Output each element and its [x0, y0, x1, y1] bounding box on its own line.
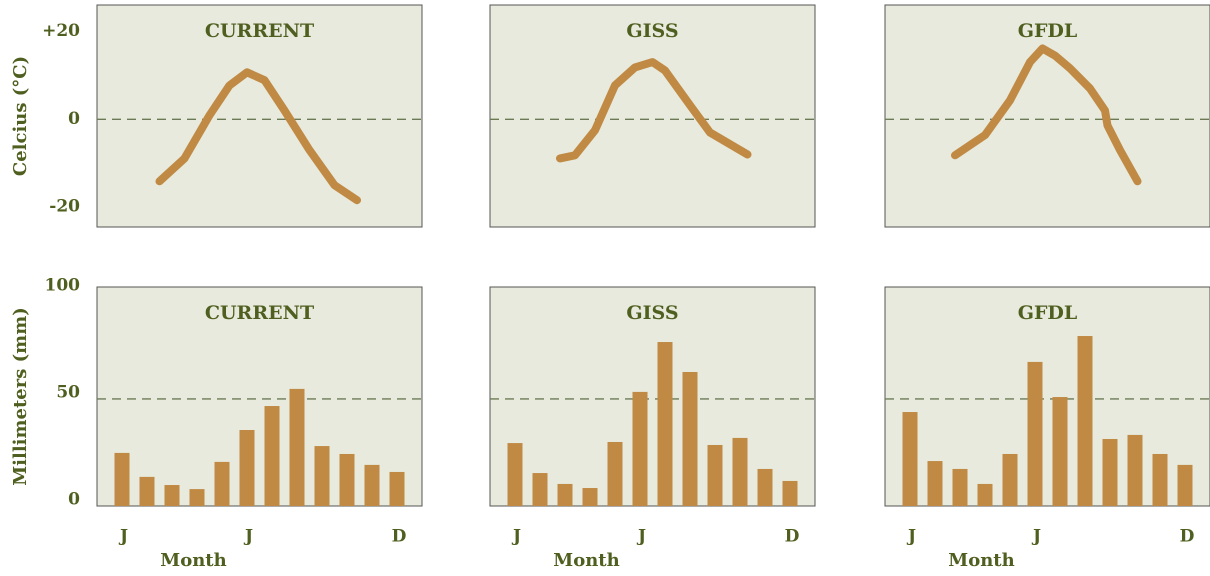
- bar: [657, 342, 673, 506]
- x-axis-label: Month: [553, 550, 619, 571]
- bar: [339, 453, 355, 506]
- y-tick-label: 0: [68, 109, 80, 129]
- bar: [1027, 361, 1043, 506]
- x-tick-label: J: [1031, 527, 1041, 547]
- bar: [389, 471, 405, 506]
- y-tick-label: 50: [56, 382, 80, 402]
- bar: [632, 391, 648, 506]
- bar: [364, 464, 380, 506]
- bar: [1102, 438, 1118, 506]
- x-tick-label: D: [1180, 527, 1195, 547]
- panel: [96, 4, 423, 228]
- panel: [489, 4, 816, 228]
- bar: [189, 489, 205, 506]
- bar: [264, 406, 280, 506]
- bar: [757, 468, 773, 506]
- x-tick-label: D: [392, 527, 407, 547]
- bar: [239, 430, 255, 506]
- bar: [139, 476, 155, 506]
- bar: [902, 412, 918, 506]
- bar: [607, 441, 623, 506]
- panel-title: GISS: [626, 20, 678, 42]
- bar: [289, 388, 305, 506]
- bar: [952, 468, 968, 506]
- y-tick-label: +20: [42, 21, 80, 41]
- bar: [214, 461, 230, 506]
- bar: [682, 371, 698, 506]
- bar: [782, 480, 798, 506]
- x-tick-label: D: [785, 527, 800, 547]
- x-tick-label: J: [511, 527, 521, 547]
- bar: [1127, 434, 1143, 506]
- bar: [314, 446, 330, 506]
- y-tick-label: 100: [45, 275, 81, 295]
- bar: [557, 483, 573, 506]
- bar: [1052, 397, 1068, 506]
- x-tick-label: J: [906, 527, 916, 547]
- panel-title: GFDL: [1018, 20, 1078, 42]
- bar: [927, 461, 943, 506]
- x-tick-label: J: [118, 527, 128, 547]
- bar: [707, 444, 723, 506]
- y-axis-label: Celcius (°C): [10, 56, 31, 176]
- bar: [977, 483, 993, 506]
- bar: [164, 485, 180, 506]
- y-tick-label: -20: [49, 197, 80, 217]
- bar: [1002, 453, 1018, 506]
- temperature-line: [951, 44, 1142, 186]
- y-tick-label: 0: [68, 490, 80, 510]
- panel-title: CURRENT: [205, 20, 314, 42]
- bar: [582, 488, 598, 506]
- panel-title: CURRENT: [205, 302, 314, 324]
- x-tick-label: J: [636, 527, 646, 547]
- bar: [114, 452, 130, 506]
- x-tick-label: J: [243, 527, 253, 547]
- x-axis-label: Month: [948, 550, 1014, 571]
- bar: [1077, 336, 1093, 506]
- bar: [1177, 464, 1193, 506]
- bar: [732, 437, 748, 506]
- panel-title: GFDL: [1018, 302, 1078, 324]
- temperature-line: [556, 58, 752, 163]
- bar: [1152, 453, 1168, 506]
- panel-title: GISS: [626, 302, 678, 324]
- panel: [884, 4, 1210, 228]
- x-axis-label: Month: [160, 550, 226, 571]
- bar: [532, 473, 548, 506]
- temperature-line: [155, 68, 361, 205]
- bar: [507, 443, 523, 506]
- y-axis-label: Millimeters (mm): [10, 307, 31, 486]
